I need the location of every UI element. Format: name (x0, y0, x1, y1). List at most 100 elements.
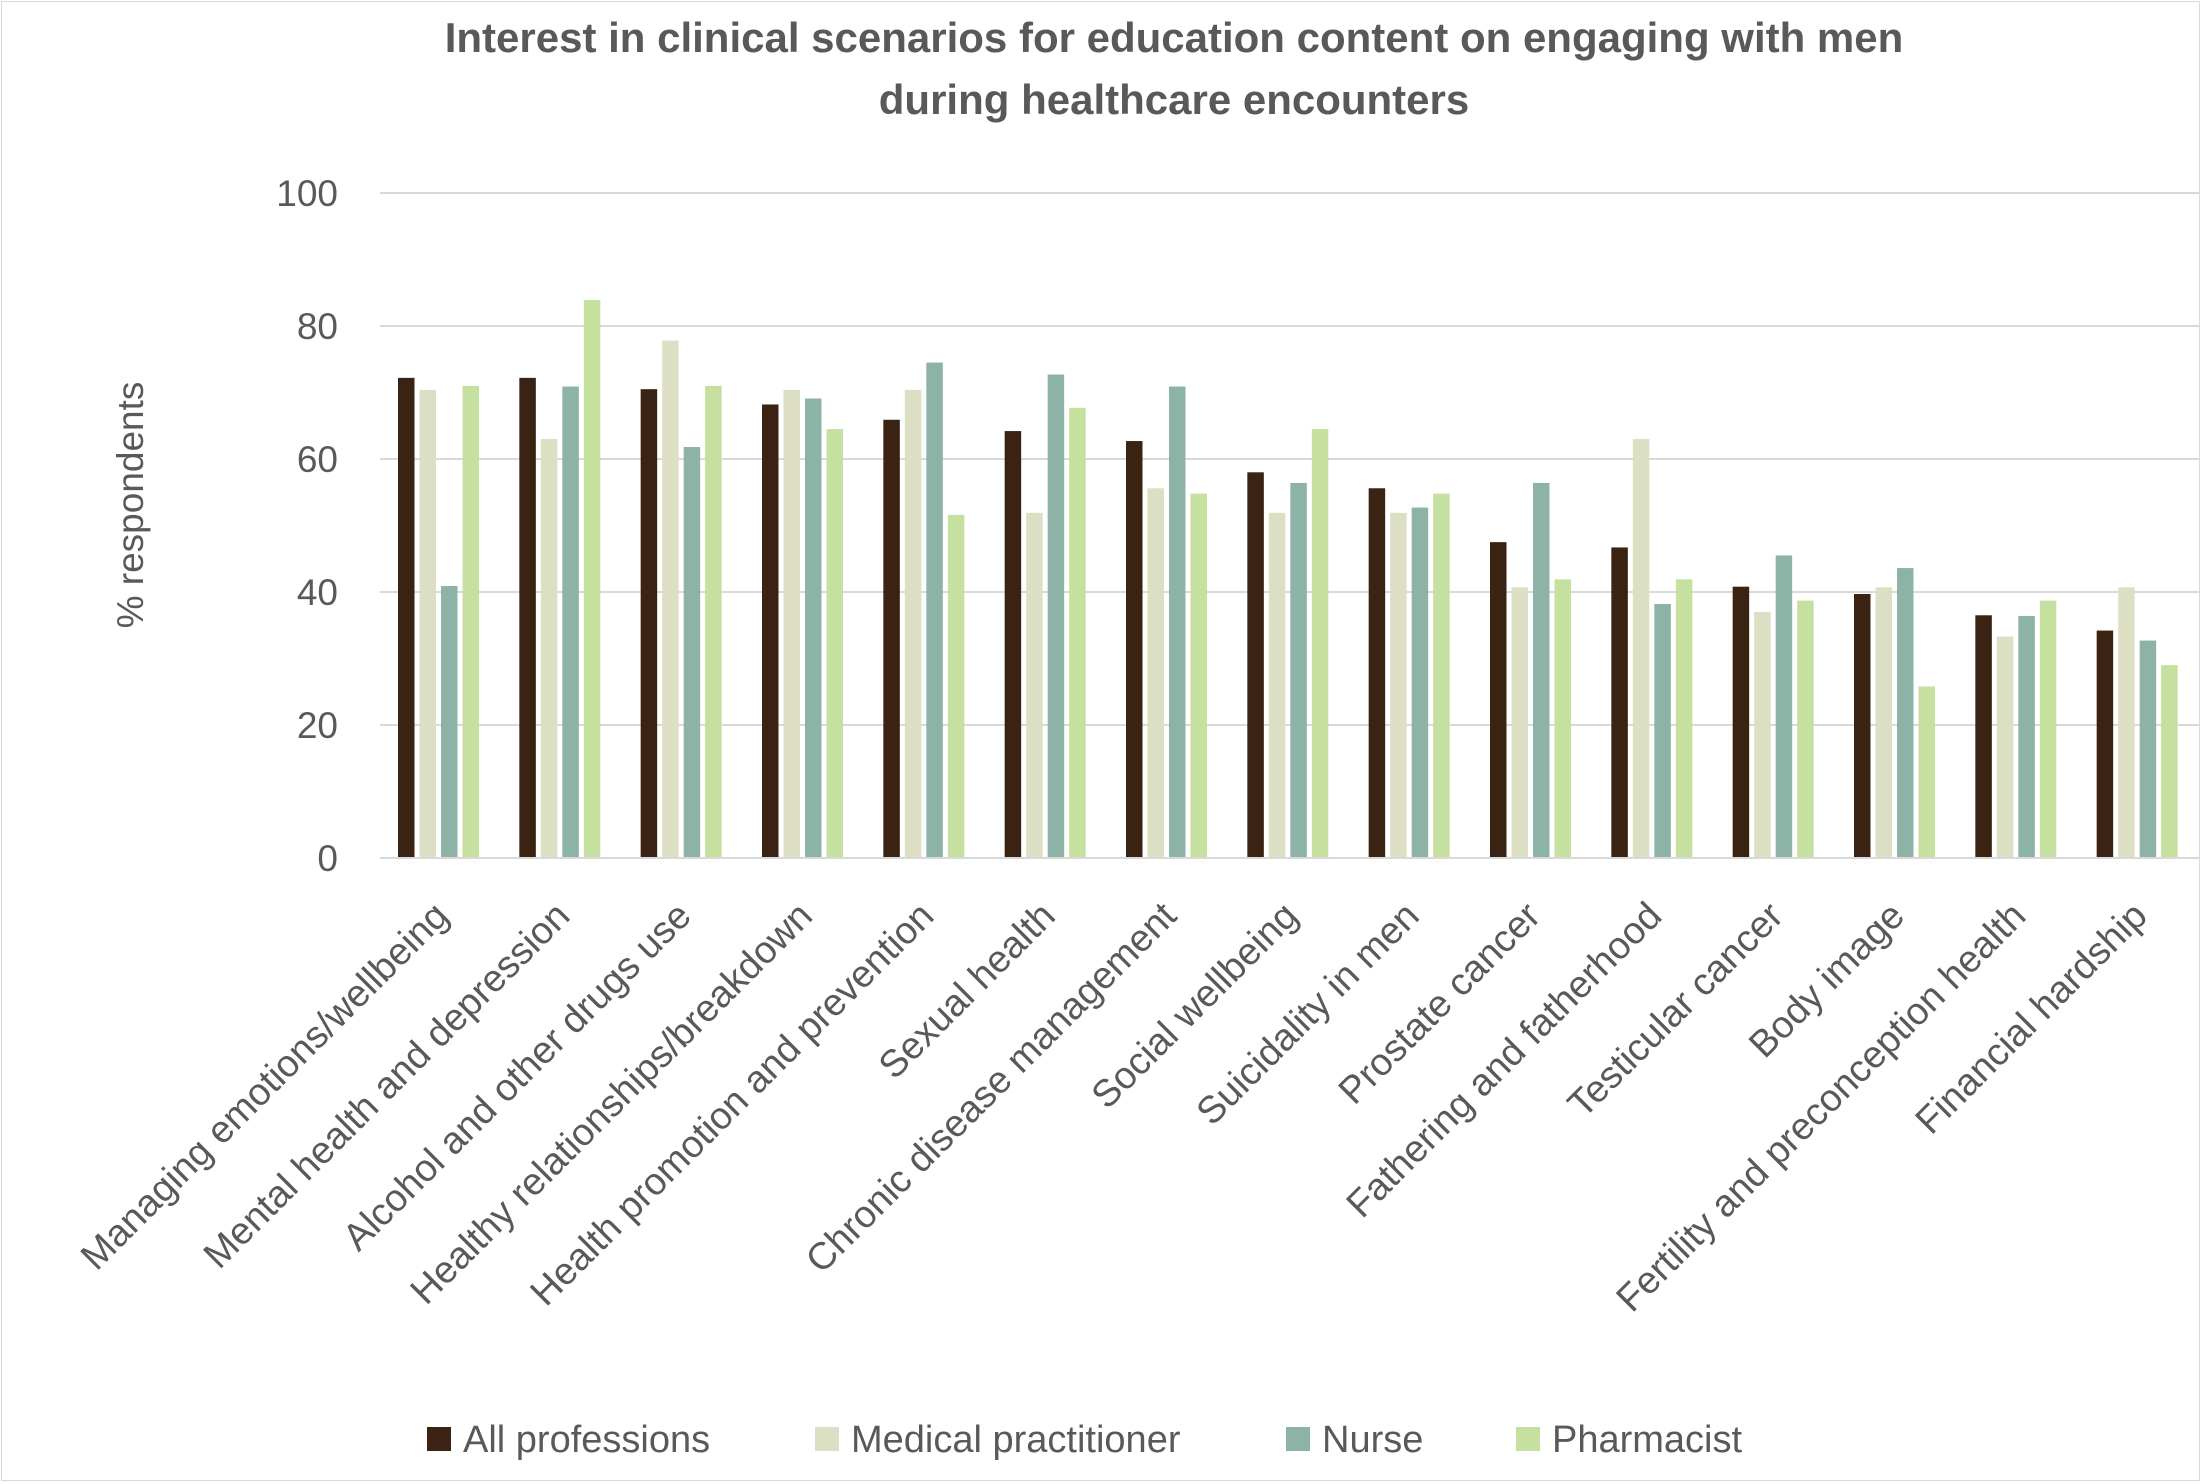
bar-nurse (1047, 374, 1065, 858)
legend: All professions Medical practitioner Nurse… (427, 1419, 1742, 1461)
y-tick-label: 100 (276, 173, 338, 214)
bar-all-professions (1247, 472, 1264, 858)
bar-all-professions (519, 377, 536, 858)
y-tick-label: 40 (297, 572, 338, 613)
y-axis-ticks: 0 20 40 60 80 100 (276, 173, 338, 879)
bar-nurse (1897, 568, 1914, 858)
bar-pharmacist (583, 300, 601, 858)
bar-pharmacist (2039, 600, 2057, 858)
bar-medical-practitioner (1026, 512, 1043, 858)
bar-pharmacist (826, 429, 843, 858)
category-group (1490, 482, 1571, 858)
legend-item: Pharmacist (1516, 1419, 1742, 1461)
bar-medical-practitioner (419, 389, 436, 858)
legend-item: Medical practitioner (815, 1419, 1181, 1461)
category-label: Financial hardship (1908, 895, 2156, 1143)
category-group (2096, 587, 2178, 858)
bar-nurse (2018, 615, 2035, 858)
bar-all-professions (1004, 431, 1022, 858)
bar-nurse (1290, 482, 1307, 858)
bar-pharmacist (1311, 429, 1329, 858)
legend-swatch (1516, 1427, 1540, 1451)
bar-nurse (1411, 507, 1429, 858)
legend-item: All professions (427, 1419, 710, 1461)
category-group (1854, 568, 1935, 858)
bar-nurse (2139, 640, 2157, 858)
bar-all-professions (1126, 441, 1143, 858)
category-group (1611, 439, 1693, 858)
bar-all-professions (1368, 488, 1386, 858)
legend-label: Nurse (1322, 1419, 1423, 1461)
category-group (1126, 386, 1207, 858)
bar-pharmacist (1554, 579, 1571, 858)
bar-nurse (1654, 603, 1671, 858)
legend-swatch (815, 1427, 839, 1451)
bar-medical-practitioner (1754, 611, 1771, 858)
y-tick-label: 60 (297, 439, 338, 480)
category-label: Testicular cancer (1560, 894, 1792, 1126)
bar-nurse (562, 386, 579, 858)
bar-all-professions (1490, 542, 1507, 858)
category-group (1247, 429, 1329, 858)
bar-all-professions (1732, 586, 1750, 858)
bar-pharmacist (2161, 665, 2178, 858)
bar-medical-practitioner (904, 389, 922, 858)
category-group (398, 377, 479, 858)
bar-medical-practitioner (540, 439, 558, 858)
bar-pharmacist (1190, 493, 1207, 858)
bar-pharmacist (1918, 686, 1935, 858)
bar-medical-practitioner (1996, 636, 2014, 858)
bar-pharmacist (462, 385, 479, 858)
chart-title-line-1: Interest in clinical scenarios for educa… (445, 14, 1904, 61)
legend-swatch (1286, 1427, 1310, 1451)
y-tick-label: 20 (297, 705, 338, 746)
category-group (762, 389, 843, 858)
bar-pharmacist (1797, 600, 1814, 858)
bar-nurse (441, 586, 458, 858)
bar-pharmacist (1675, 579, 1693, 858)
category-group (640, 340, 722, 858)
bar-pharmacist (1433, 493, 1450, 858)
bar-nurse (1533, 482, 1550, 858)
bar-pharmacist (947, 514, 965, 858)
category-group (1732, 555, 1814, 858)
bar-nurse (1775, 555, 1793, 858)
legend-item: Nurse (1286, 1419, 1423, 1461)
category-label: Prostate cancer (1331, 894, 1549, 1112)
bar-all-professions (398, 377, 415, 858)
bar-nurse (683, 447, 701, 858)
bar-pharmacist (1069, 407, 1086, 858)
bar-all-professions (1854, 593, 1871, 858)
bars (398, 300, 2178, 858)
category-label: Suicidality in men (1189, 895, 1428, 1134)
bar-medical-practitioner (1875, 587, 1892, 858)
bar-all-professions (640, 389, 658, 858)
bar-all-professions (2096, 630, 2114, 858)
bar-nurse (1169, 386, 1186, 858)
legend-swatch (427, 1427, 451, 1451)
y-tick-label: 0 (317, 838, 338, 879)
category-group (1004, 374, 1086, 858)
chart-title: Interest in clinical scenarios for educa… (445, 14, 1904, 123)
category-group (1368, 488, 1450, 858)
bar-medical-practitioner (1147, 488, 1164, 858)
bar-all-professions (762, 404, 779, 858)
bar-medical-practitioner (662, 340, 679, 858)
chart-title-line-2: during healthcare encounters (879, 76, 1469, 123)
bar-medical-practitioner (1268, 512, 1286, 858)
bar-nurse (805, 398, 822, 858)
bar-medical-practitioner (1511, 587, 1528, 858)
legend-label: Medical practitioner (851, 1419, 1181, 1461)
category-group (1975, 600, 2057, 858)
legend-label: Pharmacist (1552, 1419, 1742, 1461)
bar-medical-practitioner (1632, 439, 1650, 858)
bar-medical-practitioner (783, 389, 800, 858)
category-label: Social wellbeing (1084, 895, 1306, 1117)
bar-nurse (926, 362, 943, 858)
gridlines (380, 192, 2200, 726)
bar-pharmacist (705, 385, 722, 858)
y-tick-label: 80 (297, 306, 338, 347)
